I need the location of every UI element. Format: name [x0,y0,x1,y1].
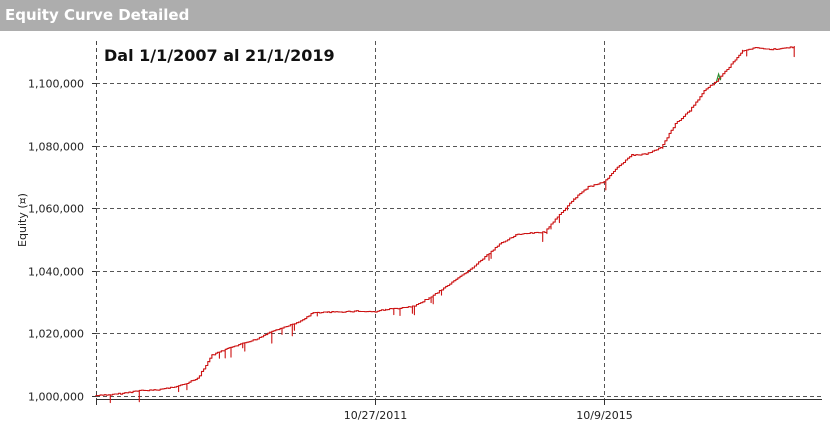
equity-data-point [385,308,387,310]
equity-data-point [529,232,531,234]
y-axis-label: Equity (¤) [16,193,29,247]
equity-data-point [645,153,647,155]
equity-data-point [486,254,488,256]
x-tick-label: 10/27/2011 [344,409,407,422]
equity-data-point [457,277,459,279]
y-tick-label: 1,100,000 [28,78,84,91]
equity-data-point [399,307,401,309]
equity-data-point [471,267,473,269]
equity-data-point [793,46,795,48]
equity-data-point [660,146,662,148]
equity-data-point [544,231,546,233]
equity-data-point [109,394,111,396]
equity-data-point [240,343,242,345]
equity-data-point [558,213,561,216]
equity-data-point [500,242,503,244]
equity-data-point [355,310,357,312]
equity-data-point [515,234,517,236]
equity-data-point [443,287,445,289]
y-tick-label: 1,020,000 [28,328,84,341]
axes [92,41,822,405]
equity-data-point [573,198,575,200]
equity-data-point [732,61,734,63]
equity-data-point [428,297,430,299]
y-tick-label: 1,080,000 [28,141,84,154]
equity-data-point [220,350,222,352]
equity-data-point [689,110,691,112]
equity-data-point [167,387,169,389]
equity-data-point [124,392,126,394]
equity-data-point [297,321,300,323]
equity-data-point [718,78,720,80]
equity-data-point [756,47,758,49]
equity-data-point [374,311,376,313]
equity-data-point [327,311,329,313]
equity-data-point [211,354,213,356]
equity-data-point [341,311,343,313]
equity-data-point [785,47,787,49]
equity-data-point [283,326,285,328]
equity-series-line [96,45,795,404]
equity-data-point [631,154,633,156]
equity-data-point [95,395,97,397]
equity-data-point [269,331,271,333]
equity-data-point [616,167,618,169]
equity-data-point [153,389,155,391]
equity-data-point [741,49,744,51]
equity-data-point [587,186,589,188]
y-tick-label: 1,000,000 [28,391,84,404]
equity-data-point [413,305,415,307]
equity-data-point [674,123,676,125]
series-layer [95,45,795,404]
equity-data-point [230,346,232,348]
equity-data-point [182,384,184,386]
y-tick-label: 1,060,000 [28,203,84,216]
chart-title: Dal 1/1/2007 al 21/1/2019 [104,46,335,65]
window-title-bar: Equity Curve Detailed [0,0,830,31]
grid-lines [96,41,822,399]
equity-data-point [603,181,605,183]
equity-data-point [138,390,140,392]
x-tick-label: 10/9/2015 [576,409,632,422]
equity-data-point [196,378,198,380]
equity-data-point [312,312,314,314]
equity-data-point [254,339,256,341]
equity-data-point [703,90,705,92]
equity-highlight-mark [716,72,722,82]
tick-labels: 1,000,000 1,020,000 1,040,000 1,060,000 1,08… [16,46,633,422]
equity-curve-chart: 1,000,000 1,020,000 1,040,000 1,060,000 1,08… [16,41,822,422]
y-tick-label: 1,040,000 [28,266,84,279]
equity-data-point [771,48,773,50]
